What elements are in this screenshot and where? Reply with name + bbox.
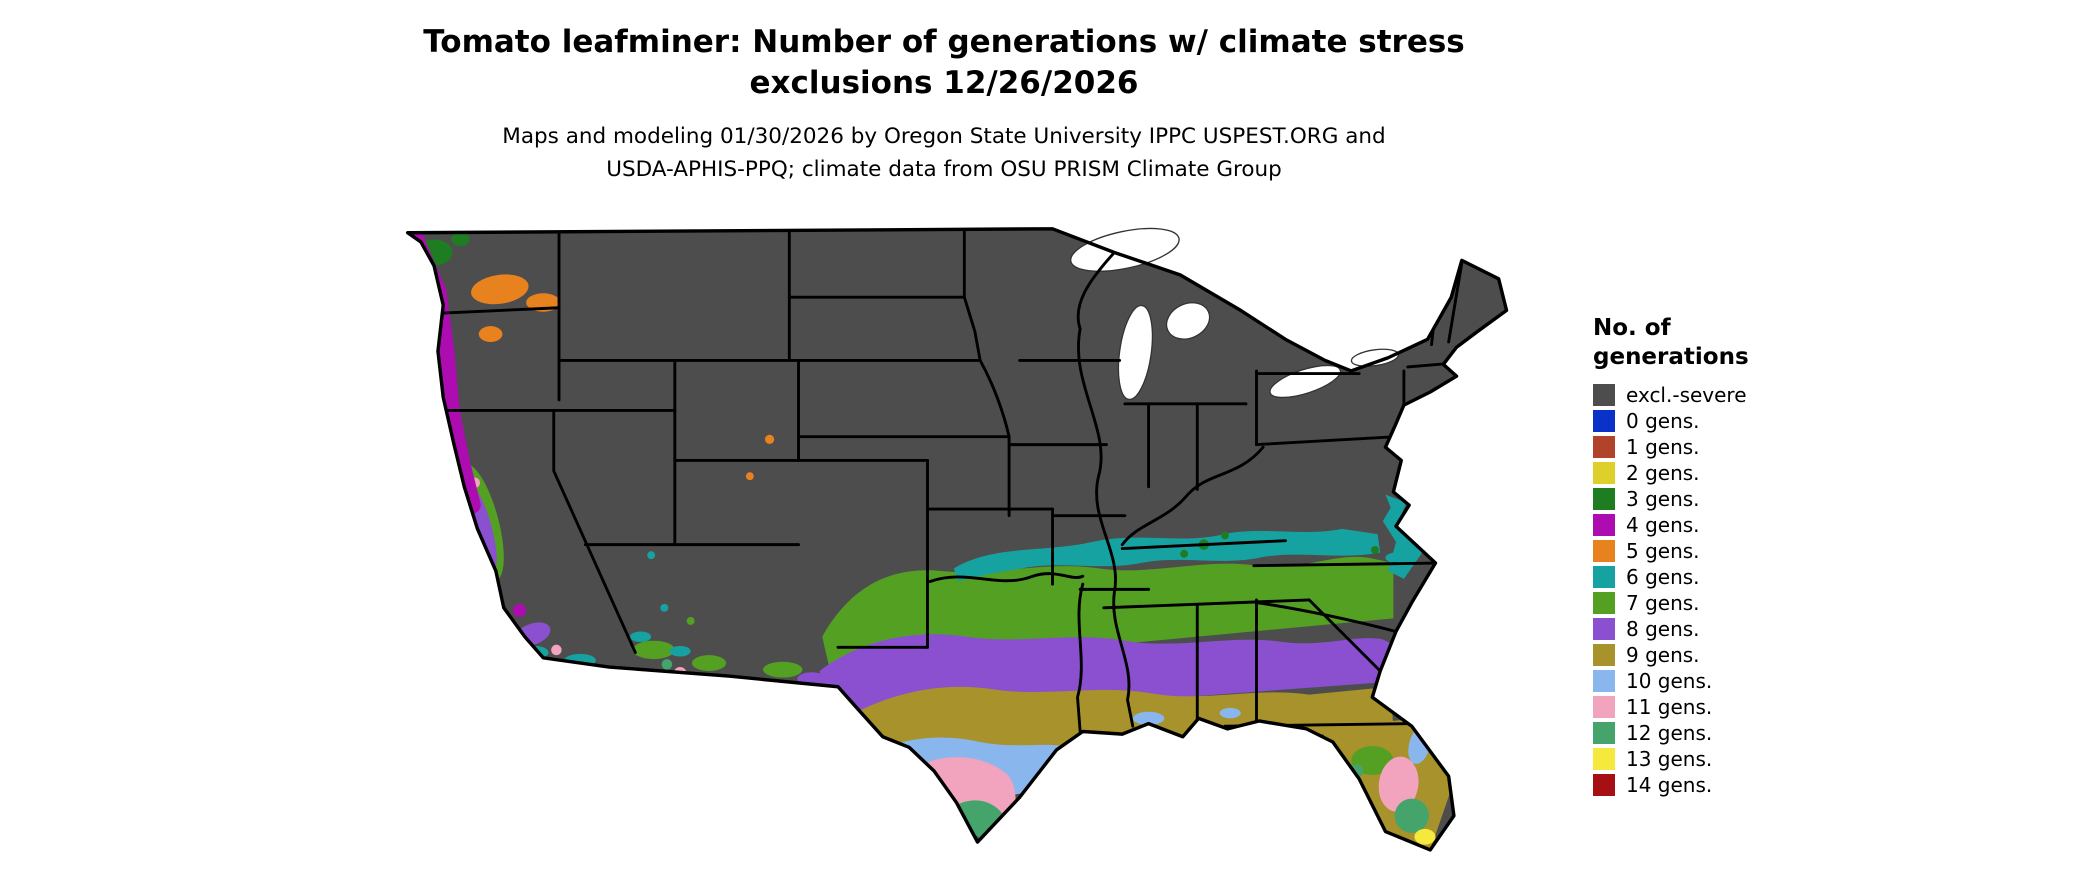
legend-item: 0 gens.: [1593, 408, 1749, 434]
map-subtitle-line1: Maps and modeling 01/30/2026 by Oregon S…: [502, 124, 1386, 149]
legend-label: 4 gens.: [1626, 513, 1700, 537]
legend-label: 13 gens.: [1626, 747, 1713, 771]
legend-label: 7 gens.: [1626, 591, 1700, 615]
legend-swatch: [1593, 540, 1615, 562]
legend-item: 13 gens.: [1593, 746, 1749, 772]
map-regions-13-gens: [1414, 828, 1436, 845]
legend-title: No. of generations: [1593, 314, 1749, 372]
us-outline: [405, 227, 1509, 852]
legend-label: 3 gens.: [1626, 487, 1700, 511]
legend-label: 6 gens.: [1626, 565, 1700, 589]
legend-item: 10 gens.: [1593, 668, 1749, 694]
legend-swatch: [1593, 644, 1615, 666]
legend-title-line2: generations: [1593, 344, 1749, 370]
map-title-line2: exclusions 12/26/2026: [749, 65, 1139, 101]
legend-item: 1 gens.: [1593, 434, 1749, 460]
legend-item: 5 gens.: [1593, 538, 1749, 564]
map-region-4-gens-spot: [512, 603, 527, 618]
legend-swatch: [1593, 384, 1615, 406]
legend-label: 10 gens.: [1626, 669, 1713, 693]
legend-swatch: [1593, 488, 1615, 510]
legend-label: 9 gens.: [1626, 643, 1700, 667]
legend-label: 8 gens.: [1626, 617, 1700, 641]
legend-item: 9 gens.: [1593, 642, 1749, 668]
legend-label: 1 gens.: [1626, 435, 1700, 459]
us-generations-map: [335, 213, 1520, 871]
legend-swatch: [1593, 774, 1615, 796]
legend-item: 4 gens.: [1593, 512, 1749, 538]
map-title: Tomato leafminer: Number of generations …: [0, 22, 1888, 104]
legend-swatch: [1593, 670, 1615, 692]
legend-swatch: [1593, 748, 1615, 770]
legend-item: 2 gens.: [1593, 460, 1749, 486]
legend-label: 14 gens.: [1626, 773, 1713, 797]
legend-swatch: [1593, 696, 1615, 718]
map-regions-14-gens: [1361, 857, 1407, 869]
legend-swatch: [1593, 410, 1615, 432]
legend-swatch: [1593, 462, 1615, 484]
legend-label: 5 gens.: [1626, 539, 1700, 563]
legend-item: excl.-severe: [1593, 382, 1749, 408]
legend-item: 7 gens.: [1593, 590, 1749, 616]
map-title-line1: Tomato leafminer: Number of generations …: [423, 24, 1465, 60]
legend-swatch: [1593, 436, 1615, 458]
map-legend: No. of generations excl.-severe 0 gens. …: [1593, 314, 1749, 798]
us-map-svg: [405, 227, 1509, 869]
legend-swatch: [1593, 618, 1615, 640]
legend-label: 2 gens.: [1626, 461, 1700, 485]
legend-swatch: [1593, 566, 1615, 588]
legend-item: 8 gens.: [1593, 616, 1749, 642]
legend-swatch: [1593, 592, 1615, 614]
legend-label: excl.-severe: [1626, 383, 1747, 407]
legend-title-line1: No. of: [1593, 315, 1671, 341]
legend-label: 0 gens.: [1626, 409, 1700, 433]
legend-item: 6 gens.: [1593, 564, 1749, 590]
lake-superior: [1070, 227, 1180, 272]
legend-label: 11 gens.: [1626, 695, 1713, 719]
legend-swatch: [1593, 514, 1615, 536]
legend-label: 12 gens.: [1626, 721, 1713, 745]
legend-item: 11 gens.: [1593, 694, 1749, 720]
legend-swatch: [1593, 722, 1615, 744]
legend-item: 12 gens.: [1593, 720, 1749, 746]
lake-huron: [1165, 302, 1211, 340]
legend-item: 14 gens.: [1593, 772, 1749, 798]
lake-michigan: [1117, 304, 1154, 401]
map-subtitle: Maps and modeling 01/30/2026 by Oregon S…: [0, 120, 1888, 186]
legend-item: 3 gens.: [1593, 486, 1749, 512]
map-subtitle-line2: USDA-APHIS-PPQ; climate data from OSU PR…: [606, 157, 1282, 182]
